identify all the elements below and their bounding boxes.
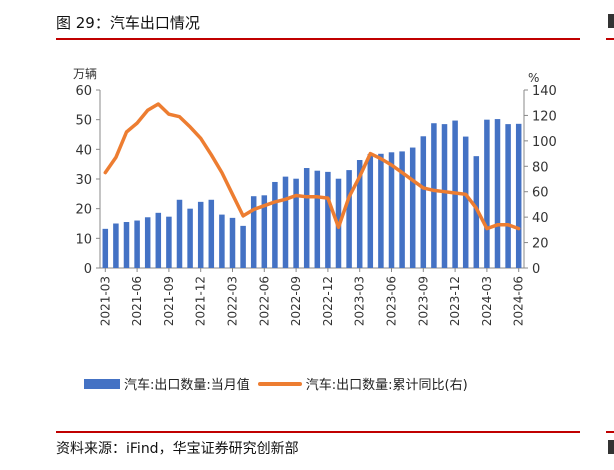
x-tick-label: 2023-03 [353,276,367,326]
adjacent-panel-edge [608,14,614,28]
export-volume-bar [346,170,352,268]
legend-bar-label: 汽车:出口数量:当月值 [124,378,250,393]
export-volume-bar [325,171,331,268]
legend-bar-swatch [84,378,120,389]
export-volume-bar [197,201,204,268]
x-tick-label: 2023-06 [385,276,399,326]
left-tick-label: 20 [75,203,92,218]
right-tick-label: 80 [532,160,549,175]
export-volume-bar [473,156,480,268]
x-tick-label: 2023-09 [416,276,430,326]
export-volume-bar [314,170,321,268]
export-volume-bar [484,119,490,269]
x-tick-label: 2021-09 [162,276,176,326]
right-tick-label: 60 [532,186,549,201]
x-tick-label: 2021-03 [98,276,112,326]
export-volume-bar [240,225,246,268]
right-tick-label: 40 [532,211,549,226]
export-volume-bar [399,151,405,268]
right-tick-label: 100 [532,135,557,150]
legend-line-swatch [257,381,302,386]
export-volume-bar [420,136,427,268]
left-tick-label: 10 [75,232,92,247]
export-volume-bar [166,216,172,268]
right-tick-label: 20 [532,237,549,252]
export-volume-bar [272,181,278,268]
export-volume-bar [293,178,299,268]
export-volume-bar [229,217,236,268]
export-volume-bar [367,154,374,268]
source-note: 资料来源：iFind，华宝证券研究创新部 [56,441,299,457]
chart-legend: 汽车:出口数量:当月值 汽车:出口数量:累计同比(右) [84,374,476,393]
x-tick-label: 2024-06 [512,276,526,326]
x-tick-label: 2022-12 [321,276,335,326]
export-volume-bar [134,220,140,268]
export-volume-bar [250,196,257,268]
top-rule-right [606,38,614,40]
export-volume-bar [303,168,310,268]
left-tick-label: 0 [84,262,92,277]
export-volume-bar [208,199,215,268]
x-tick-label: 2022-03 [226,276,240,326]
export-volume-bar [462,136,469,268]
x-tick-label: 2021-12 [194,276,208,326]
export-volume-bar [388,152,395,268]
right-axis-unit: % [528,71,539,85]
export-volume-bar [176,199,183,268]
export-volume-bar [123,222,130,268]
left-axis-unit: 万辆 [73,67,97,81]
export-volume-bar [282,176,289,268]
left-tick-label: 30 [75,173,92,188]
export-volume-bar [409,147,416,268]
figure-title: 图 29：汽车出口情况 [56,14,200,32]
left-tick-label: 50 [75,114,92,129]
export-volume-bar [155,212,162,268]
export-volume-bar [219,214,225,268]
export-volume-bar [261,195,268,268]
x-tick-label: 2024-03 [480,276,494,326]
export-volume-bar [102,228,109,268]
right-tick-label: 120 [532,109,557,124]
bottom-rule [56,431,580,433]
x-tick-label: 2022-09 [289,276,303,326]
export-volume-bar [441,124,448,268]
export-volume-bar [431,123,437,268]
cumulative-yoy-line [103,102,521,231]
left-tick-label: 40 [75,143,92,158]
top-rule [56,38,580,40]
export-volume-bar [187,208,193,268]
right-tick-label: 140 [532,84,557,99]
export-volume-bar [505,124,511,268]
x-tick-label: 2023-12 [448,276,462,326]
export-volume-bar [113,223,119,268]
left-tick-label: 60 [75,84,92,99]
bottom-rule-right [606,431,614,433]
export-volume-bar [378,153,384,268]
export-volume-bar [356,160,363,268]
right-tick-label: 0 [532,262,540,277]
export-volume-bar [515,123,522,268]
legend-line-label: 汽车:出口数量:累计同比(右) [305,378,468,393]
export-volume-bar [494,119,501,268]
x-tick-label: 2022-06 [257,276,271,326]
adjacent-panel-edge-bottom [608,440,614,454]
x-tick-label: 2021-06 [130,276,144,326]
export-volume-bar [144,217,151,268]
